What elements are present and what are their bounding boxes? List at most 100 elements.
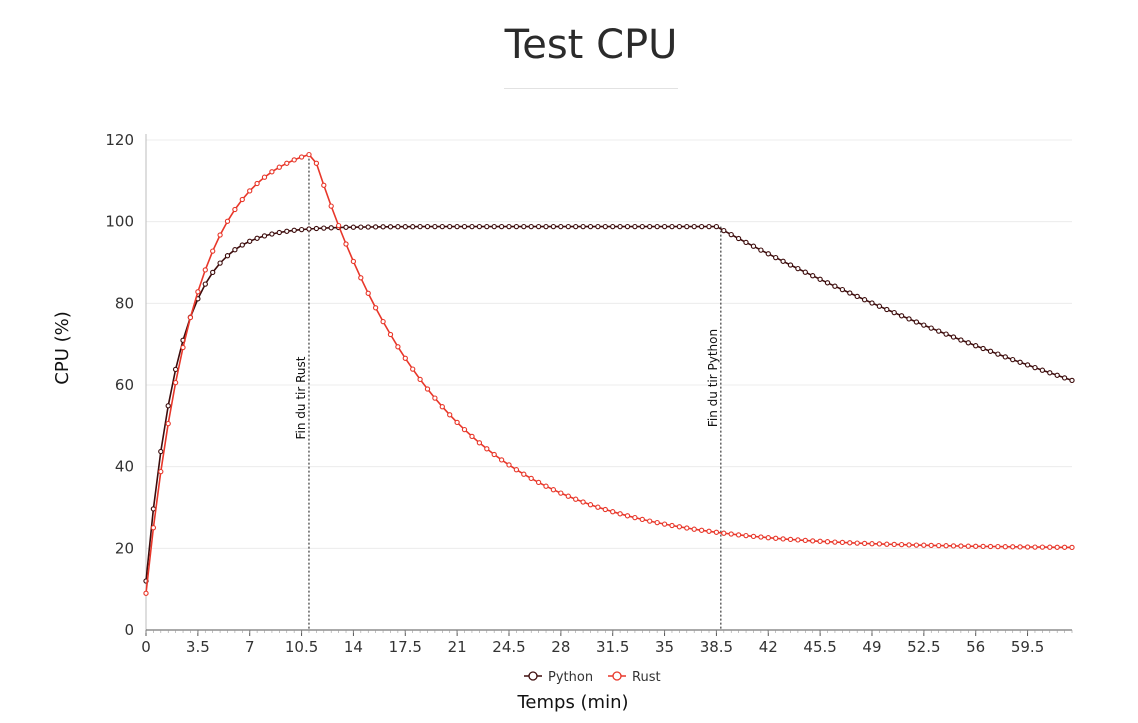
data-point[interactable]	[721, 227, 727, 234]
data-point[interactable]	[602, 506, 608, 513]
data-point[interactable]	[1039, 544, 1046, 550]
data-point[interactable]	[995, 351, 1001, 357]
data-point[interactable]	[417, 376, 423, 383]
data-point[interactable]	[580, 499, 586, 505]
data-point[interactable]	[824, 280, 831, 286]
data-point[interactable]	[839, 286, 846, 293]
data-point[interactable]	[195, 289, 201, 295]
data-point[interactable]	[261, 233, 268, 239]
data-point[interactable]	[943, 543, 949, 549]
data-point[interactable]	[713, 223, 720, 230]
data-point[interactable]	[165, 403, 171, 409]
data-point[interactable]	[958, 337, 964, 343]
data-point[interactable]	[291, 157, 297, 163]
data-point[interactable]	[647, 518, 653, 524]
data-point[interactable]	[691, 223, 697, 230]
data-point[interactable]	[802, 269, 808, 275]
data-point[interactable]	[728, 231, 734, 238]
data-point[interactable]	[461, 223, 468, 230]
data-point[interactable]	[528, 223, 534, 230]
data-point[interactable]	[854, 293, 860, 300]
data-point[interactable]	[321, 182, 327, 188]
data-point[interactable]	[965, 340, 971, 346]
data-point[interactable]	[913, 319, 920, 325]
data-point[interactable]	[898, 313, 905, 319]
data-point[interactable]	[550, 223, 557, 230]
data-point[interactable]	[202, 267, 208, 273]
data-point[interactable]	[506, 462, 512, 468]
data-point[interactable]	[1017, 544, 1023, 550]
data-point[interactable]	[787, 536, 794, 543]
data-point[interactable]	[343, 241, 349, 247]
data-point[interactable]	[758, 247, 764, 253]
data-point[interactable]	[469, 433, 475, 440]
data-point[interactable]	[284, 228, 290, 234]
data-point[interactable]	[839, 539, 846, 546]
data-point[interactable]	[558, 223, 564, 230]
data-point[interactable]	[847, 540, 853, 546]
data-point[interactable]	[335, 222, 342, 229]
data-point[interactable]	[617, 511, 623, 517]
data-point[interactable]	[424, 386, 431, 392]
data-point[interactable]	[1054, 372, 1060, 378]
data-point[interactable]	[654, 519, 660, 526]
data-point[interactable]	[247, 238, 253, 244]
data-point[interactable]	[950, 543, 957, 549]
data-point[interactable]	[254, 235, 260, 241]
data-point[interactable]	[565, 223, 571, 230]
data-point[interactable]	[573, 223, 579, 230]
data-point[interactable]	[298, 226, 305, 233]
data-point[interactable]	[706, 528, 712, 534]
data-point[interactable]	[521, 471, 527, 477]
data-point[interactable]	[787, 262, 794, 268]
data-point[interactable]	[1032, 544, 1038, 550]
data-point[interactable]	[647, 223, 653, 230]
data-point[interactable]	[921, 322, 927, 328]
data-point[interactable]	[521, 223, 527, 230]
legend-item-python[interactable]: Python	[524, 670, 593, 685]
data-point[interactable]	[861, 297, 868, 303]
data-point[interactable]	[187, 314, 194, 321]
data-point[interactable]	[869, 541, 875, 547]
data-point[interactable]	[973, 343, 979, 349]
data-point[interactable]	[254, 180, 260, 187]
data-point[interactable]	[313, 225, 320, 232]
data-point[interactable]	[639, 516, 645, 523]
data-point[interactable]	[439, 404, 445, 410]
data-point[interactable]	[447, 223, 453, 230]
data-point[interactable]	[861, 540, 868, 547]
data-point[interactable]	[1032, 364, 1038, 371]
data-point[interactable]	[513, 223, 520, 230]
data-point[interactable]	[528, 475, 534, 482]
data-point[interactable]	[1069, 377, 1075, 384]
data-point[interactable]	[617, 223, 623, 230]
data-point[interactable]	[898, 541, 905, 548]
data-point[interactable]	[380, 318, 386, 325]
data-point[interactable]	[958, 543, 964, 549]
data-point[interactable]	[210, 248, 216, 254]
data-point[interactable]	[1069, 544, 1075, 551]
data-point[interactable]	[987, 348, 994, 354]
data-point[interactable]	[824, 539, 831, 545]
data-point[interactable]	[506, 223, 512, 230]
data-point[interactable]	[217, 260, 223, 266]
data-point[interactable]	[476, 223, 483, 230]
data-point[interactable]	[535, 223, 542, 230]
data-point[interactable]	[891, 541, 897, 548]
data-point[interactable]	[365, 224, 371, 230]
data-point[interactable]	[1047, 370, 1053, 376]
data-point[interactable]	[1024, 544, 1031, 550]
data-point[interactable]	[239, 242, 245, 248]
data-point[interactable]	[936, 542, 942, 549]
data-point[interactable]	[773, 535, 779, 541]
legend-item-rust[interactable]: Rust	[608, 670, 661, 685]
data-point[interactable]	[224, 218, 231, 224]
data-point[interactable]	[306, 226, 312, 232]
data-point[interactable]	[832, 539, 838, 545]
data-point[interactable]	[550, 487, 557, 493]
data-point[interactable]	[950, 334, 957, 340]
data-point[interactable]	[217, 232, 223, 238]
data-point[interactable]	[313, 160, 320, 166]
data-point[interactable]	[765, 535, 771, 541]
data-point[interactable]	[387, 224, 394, 230]
